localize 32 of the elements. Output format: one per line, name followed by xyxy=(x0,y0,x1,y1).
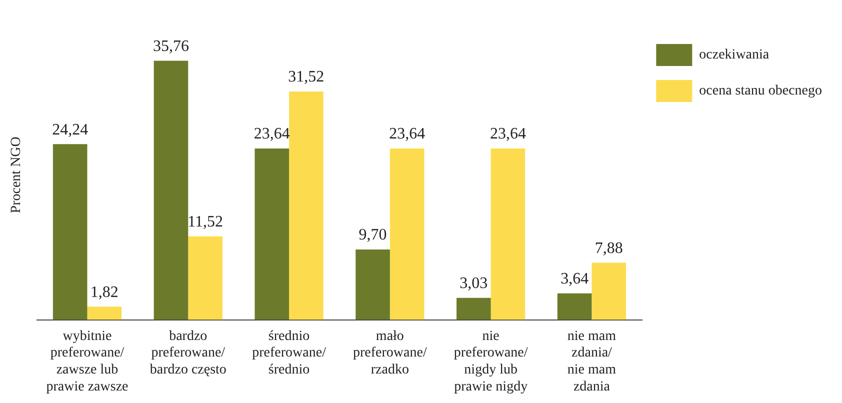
bar xyxy=(390,148,424,320)
x-tick-label: bardzo preferowane/ bardzo często xyxy=(150,328,226,378)
bar xyxy=(87,306,122,320)
data-label: 23,64 xyxy=(490,126,526,143)
bar xyxy=(456,298,491,320)
bar xyxy=(356,250,390,320)
bar xyxy=(52,144,88,320)
data-label: 24,24 xyxy=(52,121,88,138)
data-label: 7,88 xyxy=(594,240,623,257)
legend-label: oczekiwania xyxy=(699,48,770,63)
data-label: 23,64 xyxy=(389,126,426,143)
data-label: 3,03 xyxy=(460,275,488,292)
data-label: 35,76 xyxy=(152,38,189,55)
x-tick-label: średnio preferowane/ średnio xyxy=(252,328,326,378)
x-tick-label: wybitnie preferowane/ zawsze lub prawie zawsze xyxy=(46,328,128,394)
data-label: 31,52 xyxy=(288,68,324,86)
x-tick-label: nie mam zdania/ nie mam zdania xyxy=(567,328,616,394)
legend-label: ocena stanu obecnego xyxy=(699,84,822,99)
bar xyxy=(592,262,626,320)
y-axis-title: Procent NGO xyxy=(9,136,24,214)
bar xyxy=(289,91,324,320)
bar xyxy=(254,148,290,320)
bar xyxy=(188,236,222,320)
bar xyxy=(154,60,188,320)
data-label: 3,64 xyxy=(560,270,589,288)
bar xyxy=(490,148,526,320)
data-label: 1,82 xyxy=(90,284,118,301)
bar xyxy=(557,293,592,320)
x-tick-label: nie preferowane/ nigdy lub prawie nigdy xyxy=(454,328,528,394)
data-label: 9,70 xyxy=(358,226,387,244)
x-tick-label: mało preferowane/ rzadko xyxy=(353,328,427,378)
data-label: 11,52 xyxy=(188,214,223,231)
